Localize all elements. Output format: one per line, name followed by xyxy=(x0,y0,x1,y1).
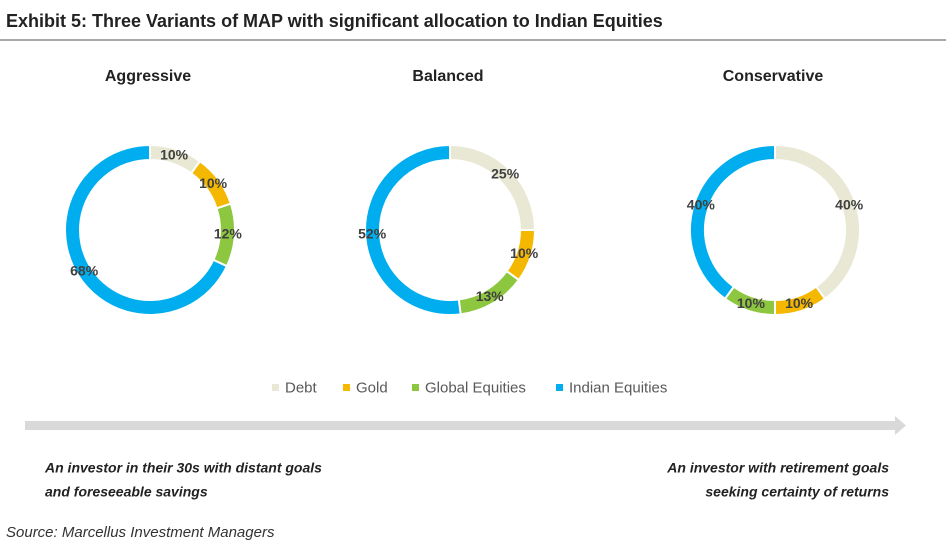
data-label: 40% xyxy=(687,197,716,213)
page-title: Exhibit 5: Three Variants of MAP with si… xyxy=(6,11,663,31)
donut-segment xyxy=(64,143,229,316)
data-label: 40% xyxy=(835,197,864,213)
legend-label: Debt xyxy=(285,379,318,396)
data-label: 13% xyxy=(476,288,505,304)
donut-segment xyxy=(449,143,537,231)
chart-title: Balanced xyxy=(412,68,483,85)
legend-label: Gold xyxy=(356,379,388,396)
donut-segment xyxy=(774,143,861,301)
data-label: 10% xyxy=(737,295,766,311)
data-label: 10% xyxy=(510,245,539,261)
right-note: seeking certainty of returns xyxy=(705,484,889,500)
arrow-shaft xyxy=(25,421,895,430)
data-label: 10% xyxy=(160,147,189,163)
arrow-head xyxy=(895,416,906,435)
data-label: 12% xyxy=(214,226,243,242)
left-note: and foreseeable savings xyxy=(45,484,208,500)
legend-swatch xyxy=(556,384,563,391)
data-label: 25% xyxy=(491,166,520,182)
left-note: An investor in their 30s with distant go… xyxy=(44,460,322,476)
donut-segment xyxy=(689,143,776,301)
chart-title: Conservative xyxy=(723,68,824,85)
donut-segment xyxy=(364,143,462,316)
legend-swatch xyxy=(272,384,279,391)
data-label: 10% xyxy=(199,175,228,191)
data-label: 68% xyxy=(70,262,99,278)
legend-swatch xyxy=(343,384,350,391)
legend-label: Indian Equities xyxy=(569,379,667,396)
source: Source: Marcellus Investment Managers xyxy=(6,524,275,541)
data-label: 52% xyxy=(358,226,387,242)
chart-title: Aggressive xyxy=(105,68,191,85)
right-note: An investor with retirement goals xyxy=(666,460,889,476)
data-label: 10% xyxy=(785,295,814,311)
legend-label: Global Equities xyxy=(425,379,526,396)
legend-swatch xyxy=(412,384,419,391)
